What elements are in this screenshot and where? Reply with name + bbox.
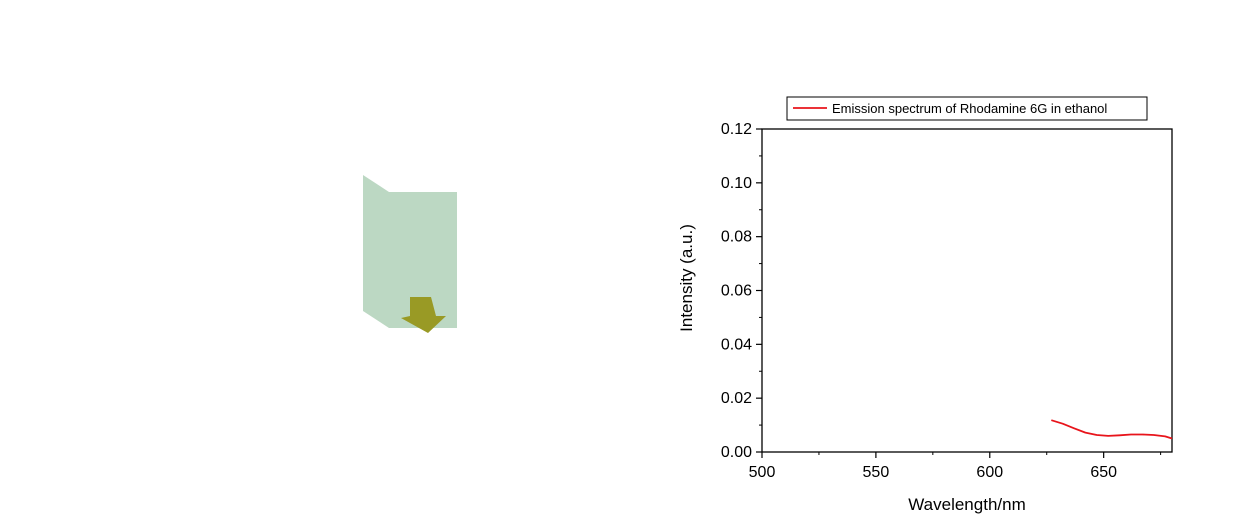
y-tick-label: 0.08 — [721, 229, 752, 246]
legend-box — [786, 96, 1148, 121]
y-tick-label: 0.00 — [721, 444, 752, 461]
series-line — [1051, 419, 1173, 440]
legend-label: Emission spectrum of Rhodamine 6G in eth… — [832, 101, 1107, 116]
y-axis-label: Intensity (a.u.) — [677, 224, 696, 332]
plot-frame — [761, 128, 1173, 453]
y-axis-ticks: 0.00 0.02 0.04 0.06 0.08 0.10 0.12 — [721, 121, 762, 461]
x-tick-label: 550 — [863, 464, 890, 481]
down-arrow-icon — [401, 297, 446, 333]
legend: Emission spectrum of Rhodamine 6G in eth… — [786, 96, 1148, 121]
y-tick-label: 0.06 — [721, 283, 752, 300]
y-tick-label: 0.04 — [721, 336, 752, 353]
x-axis-label: Wavelength/nm — [908, 495, 1025, 514]
y-tick-label: 0.10 — [721, 175, 752, 192]
x-tick-label: 500 — [749, 464, 776, 481]
series-layer — [1051, 419, 1173, 440]
x-tick-label: 600 — [976, 464, 1003, 481]
y-tick-label: 0.02 — [721, 390, 752, 407]
y-tick-label: 0.12 — [721, 121, 752, 138]
cuvette-illustration — [363, 175, 457, 333]
chart: 500 550 600 650 0.00 0.02 0.04 0.06 0.08 0.10 0.1… — [677, 96, 1173, 514]
x-axis-ticks: 500 550 600 650 — [749, 452, 1162, 481]
cuvette-panel — [363, 175, 457, 328]
x-tick-label: 650 — [1090, 464, 1117, 481]
